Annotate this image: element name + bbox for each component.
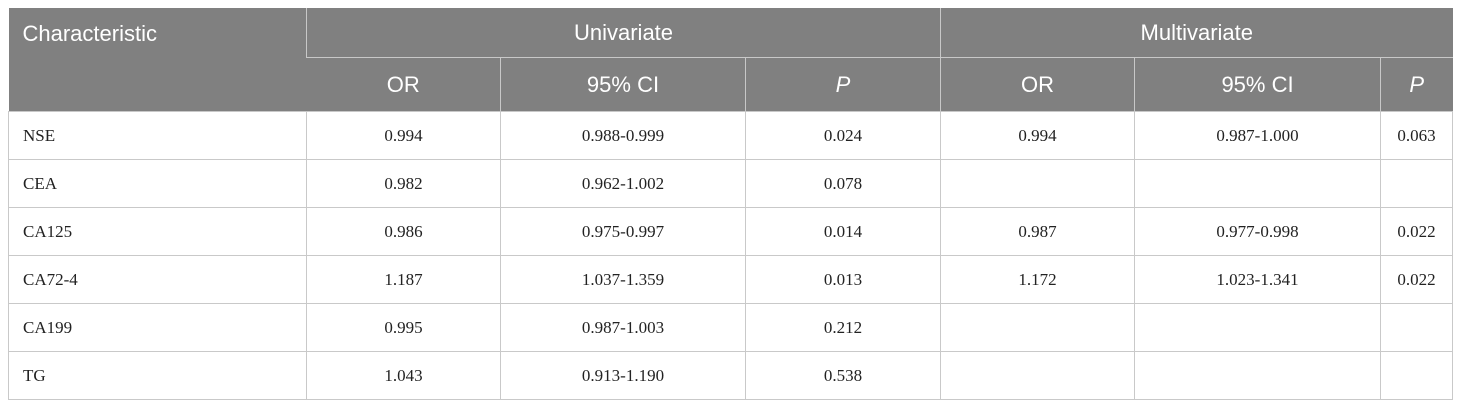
univariate-p-cell: 0.013 (745, 255, 942, 304)
characteristic-cell: CA125 (8, 207, 307, 256)
table-header: Characteristic Univariate Multivariate O… (8, 8, 1453, 112)
multivariate-or-cell: 1.172 (940, 255, 1136, 304)
multivariate-p-header: P (1380, 57, 1453, 112)
univariate-p-cell: 0.014 (745, 207, 942, 256)
multivariate-ci-cell: 0.987-1.000 (1134, 111, 1382, 160)
univariate-or-cell: 0.995 (306, 303, 501, 352)
regression-table: Characteristic Univariate Multivariate O… (8, 8, 1454, 400)
univariate-or-cell: 1.187 (306, 255, 501, 304)
multivariate-or-cell (940, 159, 1136, 208)
table-row: NSE 0.994 0.988-0.999 0.024 0.994 0.987-… (8, 111, 1454, 160)
multivariate-ci-cell (1134, 303, 1382, 352)
table-row: CA125 0.986 0.975-0.997 0.014 0.987 0.97… (8, 207, 1454, 256)
multivariate-p-cell (1380, 159, 1454, 208)
univariate-p-cell: 0.212 (745, 303, 942, 352)
multivariate-ci-cell (1134, 159, 1382, 208)
univariate-ci-cell: 0.988-0.999 (500, 111, 746, 160)
table-row: CA199 0.995 0.987-1.003 0.212 (8, 303, 1454, 352)
univariate-header: Univariate (305, 8, 941, 58)
header-group-row: Characteristic Univariate Multivariate (8, 8, 1453, 112)
univariate-or-cell: 0.994 (306, 111, 501, 160)
univariate-or-header: OR (306, 57, 501, 112)
table-row: TG 1.043 0.913-1.190 0.538 (8, 351, 1454, 400)
multivariate-or-cell: 0.994 (940, 111, 1136, 160)
header-sub-row: OR 95% CI P OR 95% CI P (9, 57, 1453, 112)
multivariate-header: Multivariate (940, 8, 1453, 58)
univariate-ci-header: 95% CI (500, 57, 746, 112)
multivariate-or-cell: 0.987 (940, 207, 1136, 256)
univariate-p-cell: 0.078 (745, 159, 942, 208)
univariate-ci-cell: 0.987-1.003 (500, 303, 746, 352)
multivariate-p-cell (1380, 303, 1454, 352)
table-row: CA72-4 1.187 1.037-1.359 0.013 1.172 1.0… (8, 255, 1454, 304)
univariate-p-cell: 0.538 (745, 351, 942, 400)
multivariate-ci-cell: 1.023-1.341 (1134, 255, 1382, 304)
multivariate-ci-header: 95% CI (1134, 57, 1381, 112)
multivariate-p-cell: 0.063 (1380, 111, 1454, 160)
characteristic-cell: CA199 (8, 303, 307, 352)
univariate-or-cell: 0.986 (306, 207, 501, 256)
characteristic-cell: CEA (8, 159, 307, 208)
multivariate-or-cell (940, 351, 1136, 400)
characteristic-cell: TG (8, 351, 307, 400)
univariate-p-header: P (744, 57, 941, 112)
characteristic-cell: NSE (8, 111, 307, 160)
univariate-or-cell: 1.043 (306, 351, 501, 400)
characteristic-header: Characteristic (8, 8, 307, 112)
multivariate-or-cell (940, 303, 1136, 352)
univariate-p-cell: 0.024 (745, 111, 942, 160)
univariate-ci-cell: 0.913-1.190 (500, 351, 746, 400)
multivariate-ci-cell (1134, 351, 1382, 400)
table-row: CEA 0.982 0.962-1.002 0.078 (8, 159, 1454, 208)
multivariate-ci-cell: 0.977-0.998 (1134, 207, 1382, 256)
univariate-or-cell: 0.982 (306, 159, 501, 208)
multivariate-or-header: OR (940, 57, 1135, 112)
multivariate-p-cell: 0.022 (1380, 255, 1454, 304)
multivariate-p-cell (1380, 351, 1454, 400)
table-body: NSE 0.994 0.988-0.999 0.024 0.994 0.987-… (8, 111, 1454, 400)
univariate-ci-cell: 0.962-1.002 (500, 159, 746, 208)
characteristic-cell: CA72-4 (8, 255, 307, 304)
univariate-ci-cell: 0.975-0.997 (500, 207, 746, 256)
multivariate-p-cell: 0.022 (1380, 207, 1454, 256)
univariate-ci-cell: 1.037-1.359 (500, 255, 746, 304)
